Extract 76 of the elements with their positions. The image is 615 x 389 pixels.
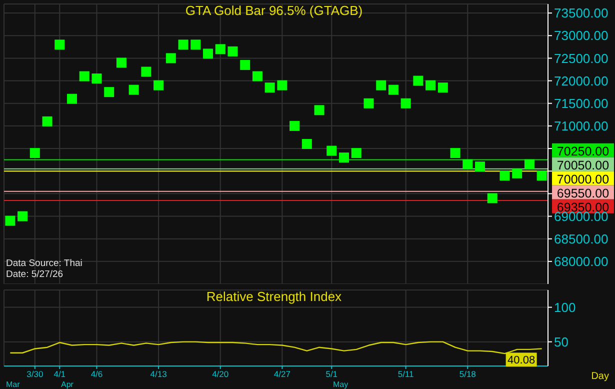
point	[388, 84, 398, 95]
chart-title: GTA Gold Bar 96.5% (GTAGB)	[184, 3, 364, 18]
y-tick-label: 68500.00	[554, 231, 608, 246]
x-tick-label: 5/1	[326, 369, 338, 380]
point	[215, 44, 226, 54]
annotation: Date: 5/27/26	[6, 269, 64, 280]
ref-line-label: 70250.00	[556, 144, 610, 158]
point	[166, 53, 176, 64]
y-tick-label: 50	[554, 334, 568, 350]
x-axis-title: Day	[591, 371, 609, 382]
point	[487, 193, 498, 204]
point	[264, 82, 275, 93]
y-tick-label: 71500.00	[554, 96, 608, 111]
ref-line-label: 69550.00	[556, 186, 610, 200]
point	[228, 46, 238, 56]
y-tick-label: 71000.00	[554, 118, 608, 134]
point	[426, 80, 436, 90]
point	[203, 48, 213, 59]
x-tick-label: 4/27	[274, 369, 291, 380]
point	[277, 80, 288, 90]
point	[104, 87, 114, 98]
x-tick-label: 5/18	[459, 369, 476, 380]
text: Apr	[61, 380, 74, 389]
x-tick-label: 4/20	[212, 369, 229, 380]
point	[290, 120, 300, 131]
x-tick-label: 4/6	[90, 369, 103, 380]
y-tick-label: 72500.00	[554, 50, 608, 66]
point	[314, 105, 324, 116]
ref-line-label: 70050.00	[556, 158, 610, 172]
ref-line-label: 70000.00	[556, 172, 610, 186]
point	[462, 159, 473, 170]
x-tick-label: 4/1	[54, 369, 66, 380]
point	[450, 148, 460, 158]
point	[536, 170, 547, 181]
chart-title: Relative Strength Index	[205, 289, 343, 304]
point	[42, 116, 52, 126]
text: May	[333, 380, 348, 389]
point	[524, 159, 534, 170]
point	[240, 60, 250, 70]
point	[190, 40, 201, 50]
point	[92, 74, 102, 84]
point	[30, 148, 40, 158]
point	[116, 58, 126, 68]
point	[351, 148, 362, 158]
point	[67, 94, 77, 104]
point	[512, 168, 522, 178]
point	[302, 139, 312, 149]
point	[128, 84, 139, 95]
point	[54, 40, 65, 50]
point	[413, 76, 424, 86]
x-tick-label: 3/30	[26, 369, 44, 380]
point	[475, 162, 485, 172]
point	[178, 40, 188, 50]
text: Mar	[6, 380, 20, 389]
data-label: 40.08	[508, 354, 536, 367]
point	[364, 98, 374, 108]
annotation: Data Source: Thai	[6, 258, 82, 269]
point	[252, 71, 262, 82]
point	[79, 71, 90, 82]
y-tick-label: 73500.00	[554, 6, 608, 21]
point	[5, 216, 16, 226]
point	[154, 80, 164, 90]
y-tick-label: 73000.00	[554, 28, 608, 44]
point	[141, 66, 152, 77]
point	[339, 152, 349, 163]
point	[500, 170, 510, 181]
point	[400, 98, 411, 108]
point	[376, 80, 386, 90]
y-tick-label: 100	[554, 300, 576, 315]
point	[18, 211, 28, 222]
point	[326, 146, 337, 156]
y-tick-label: 72000.00	[554, 73, 608, 88]
x-tick-label: 4/13	[150, 369, 168, 380]
x-tick-label: 5/11	[398, 369, 414, 380]
point	[438, 82, 448, 93]
y-tick-label: 68000.00	[554, 254, 608, 270]
